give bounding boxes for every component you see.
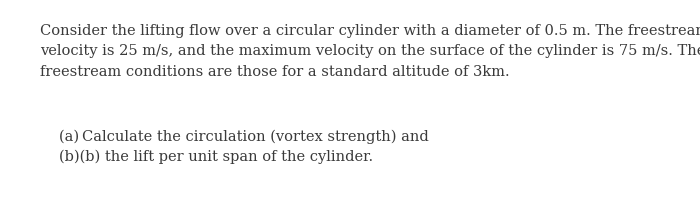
Text: (a) Calculate the circulation (vortex strength) and
(b)(b) the lift per unit spa: (a) Calculate the circulation (vortex st… (59, 129, 428, 164)
Text: Consider the lifting flow over a circular cylinder with a diameter of 0.5 m. The: Consider the lifting flow over a circula… (40, 24, 700, 79)
